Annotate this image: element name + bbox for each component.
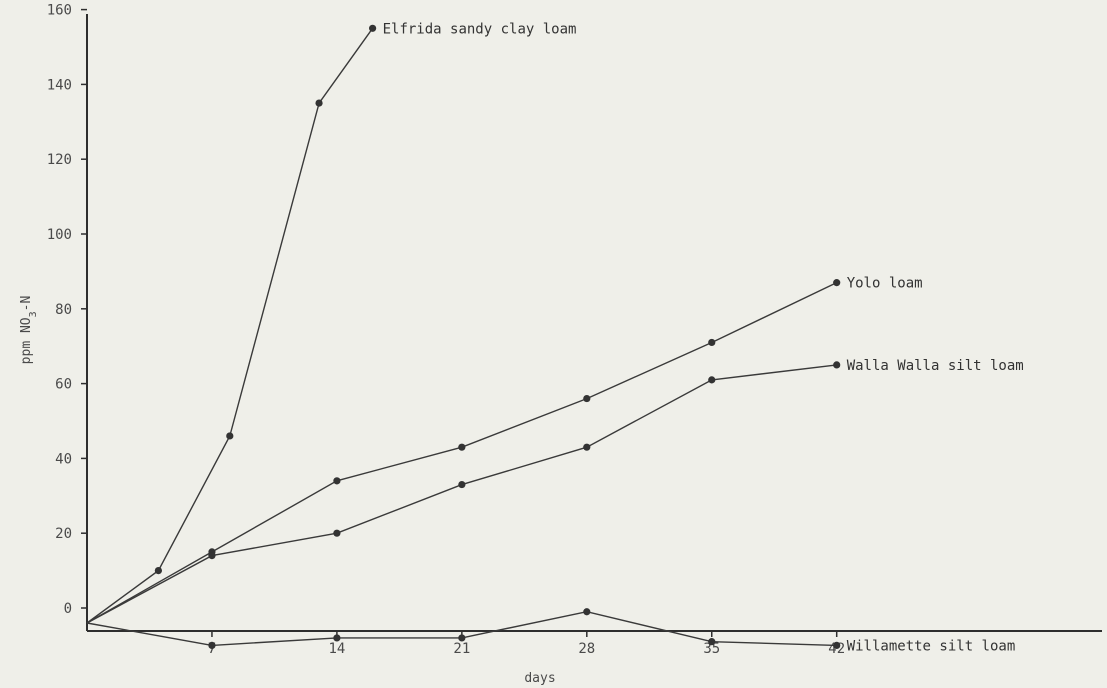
series-line <box>86 281 838 624</box>
data-point <box>583 394 591 403</box>
data-point <box>583 443 591 451</box>
data-point <box>333 529 341 537</box>
y-tick-label: 100 <box>47 227 72 243</box>
series-willamette-silt-loam: Willamette silt loam <box>86 608 1016 654</box>
y-tick-label: 80 <box>55 302 72 318</box>
data-point <box>458 480 466 489</box>
x-tick-label: 28 <box>578 641 595 657</box>
x-tick-label: 21 <box>453 641 470 657</box>
data-point <box>833 641 841 650</box>
y-tick-label: 120 <box>47 152 72 168</box>
series-yolo-loam: Yolo loam <box>86 276 923 624</box>
y-tick-label: 40 <box>55 451 72 467</box>
y-tick-label: 160 <box>47 3 72 19</box>
data-point <box>369 24 377 32</box>
data-point <box>833 279 841 287</box>
series-label: Walla Walla silt loam <box>847 358 1024 374</box>
data-point <box>833 361 841 369</box>
y-axis-title: ppm NO3-N <box>19 296 39 365</box>
data-point <box>708 638 716 646</box>
data-point <box>458 634 466 642</box>
series-group: Elfrida sandy clay loam Yolo loam Walla Wa… <box>86 21 1024 654</box>
x-tick-label: 35 <box>703 641 720 657</box>
data-point <box>154 567 162 575</box>
data-point <box>315 99 323 107</box>
data-point <box>708 376 716 384</box>
series-label: Willamette silt loam <box>847 638 1016 654</box>
x-tick-label: 14 <box>328 641 345 657</box>
data-point <box>458 443 466 451</box>
data-point <box>333 477 341 485</box>
data-point <box>333 634 341 642</box>
series-label: Yolo loam <box>847 276 923 292</box>
data-point <box>708 338 716 347</box>
y-tick-label: 20 <box>55 526 72 542</box>
series-label: Elfrida sandy clay loam <box>383 21 577 37</box>
y-tick-label: 60 <box>55 377 72 393</box>
data-point <box>226 432 234 440</box>
data-point <box>208 552 216 560</box>
y-tick-label: 0 <box>64 601 72 617</box>
x-axis-title: days <box>524 671 555 686</box>
y-tick-label: 140 <box>47 77 72 93</box>
series-walla-walla-silt-loam: Walla Walla silt loam <box>86 358 1024 624</box>
series-elfrida-sandy-clay-loam: Elfrida sandy clay loam <box>86 21 577 624</box>
data-point <box>208 641 216 650</box>
data-point <box>583 608 591 616</box>
